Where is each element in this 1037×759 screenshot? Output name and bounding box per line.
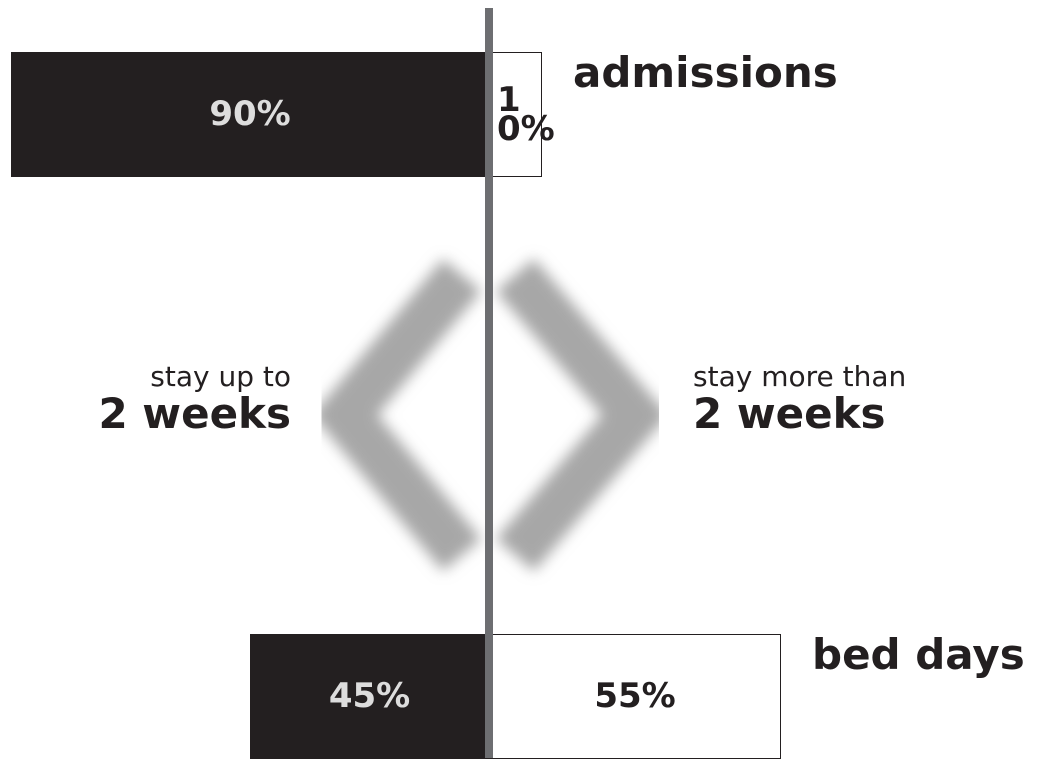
bar: 10% <box>489 52 555 177</box>
category-label: admissions <box>573 48 838 97</box>
value-label: 90% <box>209 94 291 135</box>
bar: 45% <box>250 634 489 759</box>
legend-text: stay up to <box>150 360 291 393</box>
legend-text: 2 weeks <box>98 389 291 438</box>
left-chevron <box>312 258 482 572</box>
bar: 55% <box>489 634 782 759</box>
value-label: 10% <box>497 79 555 149</box>
category-label: bed days <box>812 630 1025 679</box>
legend-entry: stay more than 2 weeks <box>693 360 906 435</box>
value-label: 55% <box>594 676 676 717</box>
bar: 90% <box>11 52 489 177</box>
right-chevron <box>496 258 668 572</box>
legend-text: 2 weeks <box>693 389 886 438</box>
legend-entry: stay up to 2 weeks <box>98 360 291 435</box>
legend-text: stay more than <box>693 360 907 393</box>
center-line <box>485 8 493 758</box>
value-label: 45% <box>328 676 411 717</box>
